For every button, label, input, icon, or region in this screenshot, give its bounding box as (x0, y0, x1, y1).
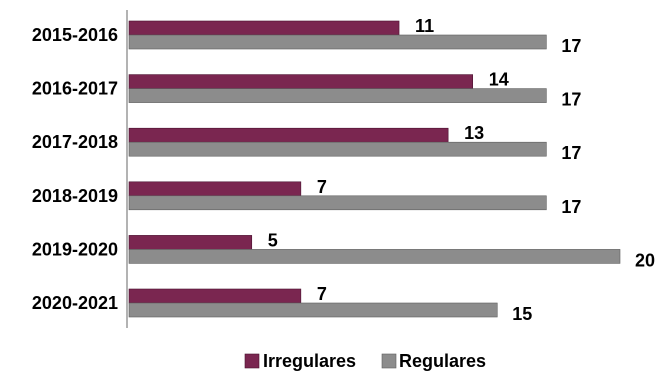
category-label: 2016-2017 (32, 79, 118, 99)
legend-swatch-regulares (381, 353, 397, 369)
data-label-regulares: 17 (561, 197, 581, 217)
data-label-irregulares: 7 (317, 284, 327, 304)
bar-irregulares (128, 288, 302, 304)
data-label-regulares: 17 (561, 90, 581, 110)
legend-swatch-irregulares (244, 353, 260, 369)
bars-layer (128, 20, 621, 318)
legend-label-irregulares: Irregulares (263, 351, 356, 371)
bar-regulares (128, 34, 547, 50)
data-label-irregulares: 5 (268, 230, 278, 250)
bar-irregulares (128, 235, 253, 250)
legend: Irregulares Regulares (244, 351, 486, 371)
bar-irregulares (128, 74, 474, 89)
bar-irregulares (128, 127, 449, 143)
bar-regulares (128, 141, 547, 157)
category-label: 2018-2019 (32, 186, 118, 206)
data-label-regulares: 17 (561, 36, 581, 56)
labels-layer: 2015-2016 11 17 2016-2017 14 17 2017-2018 13 17 2… (32, 16, 655, 324)
data-label-irregulares: 13 (464, 123, 484, 143)
data-label-regulares: 17 (561, 143, 581, 163)
data-label-regulares: 20 (635, 250, 655, 270)
bar-regulares (128, 195, 547, 211)
data-label-regulares: 15 (512, 304, 532, 324)
legend-label-regulares: Regulares (399, 351, 486, 371)
bar-irregulares (128, 181, 302, 197)
bar-regulares (128, 88, 547, 103)
data-label-irregulares: 7 (317, 177, 327, 197)
bar-regulares (128, 302, 498, 318)
category-label: 2015-2016 (32, 25, 118, 45)
category-label: 2017-2018 (32, 132, 118, 152)
bar-irregulares (128, 20, 400, 36)
bar-regulares (128, 249, 621, 264)
category-label: 2019-2020 (32, 239, 118, 259)
category-label: 2020-2021 (32, 293, 118, 313)
data-label-irregulares: 14 (489, 70, 509, 90)
data-label-irregulares: 11 (415, 16, 434, 36)
